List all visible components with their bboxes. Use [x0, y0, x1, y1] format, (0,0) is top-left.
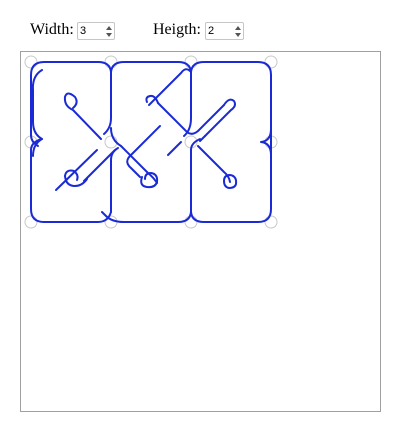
knot-strand — [64, 92, 78, 109]
arrow-down-icon — [105, 32, 112, 37]
width-increment-button[interactable] — [104, 24, 113, 31]
knot-strand — [190, 138, 201, 151]
grid-corner-handle[interactable] — [104, 55, 118, 69]
knot-strand — [110, 147, 119, 213]
knot-strand — [55, 149, 98, 191]
knot-strand — [110, 127, 122, 147]
knot-strand — [157, 102, 225, 135]
grid-corner-handle[interactable] — [24, 55, 38, 69]
knot-strand — [148, 68, 192, 106]
grid-corner-handle[interactable] — [24, 215, 38, 229]
knot-strand — [199, 135, 206, 142]
height-label: Heigth: — [153, 21, 201, 38]
knot-strand — [64, 169, 79, 181]
knot-strand — [204, 98, 236, 137]
grid-corner-handle[interactable] — [264, 55, 278, 69]
knot-strand — [140, 172, 159, 189]
height-stepper[interactable] — [205, 22, 244, 40]
knot-strand — [30, 138, 43, 151]
width-stepper[interactable] — [77, 22, 115, 40]
arrow-up-icon — [105, 25, 112, 30]
knot-canvas[interactable] — [20, 51, 381, 412]
knot-strand — [83, 149, 116, 182]
knot-strands — [30, 61, 272, 223]
height-increment-button[interactable] — [233, 24, 242, 31]
knot-strand — [120, 145, 158, 184]
grid-size-controls: Width: Heigth: — [30, 20, 350, 42]
grid-corner-handle[interactable] — [184, 55, 198, 69]
height-input[interactable] — [206, 23, 228, 39]
knot-strand — [63, 96, 102, 140]
knot-strand — [183, 71, 192, 137]
width-decrement-button[interactable] — [104, 31, 113, 38]
knot-strand — [30, 149, 112, 223]
arrow-down-icon — [234, 32, 241, 37]
height-decrement-button[interactable] — [233, 31, 242, 38]
knot-strand — [31, 69, 43, 157]
knot-strand — [30, 61, 272, 223]
knot-strand — [223, 174, 238, 189]
height-spin-arrows[interactable] — [233, 24, 242, 38]
knot-strand — [30, 134, 39, 147]
knot-strand — [126, 125, 161, 178]
width-label: Width: — [30, 21, 74, 38]
width-spin-arrows[interactable] — [104, 24, 113, 38]
knot-strand — [103, 71, 112, 135]
grid-corner-handle[interactable] — [184, 215, 198, 229]
width-input[interactable] — [78, 23, 100, 39]
grid-handles — [24, 55, 278, 229]
arrow-up-icon — [234, 25, 241, 30]
grid-corner-handle[interactable] — [264, 215, 278, 229]
knot-strand — [167, 141, 182, 156]
